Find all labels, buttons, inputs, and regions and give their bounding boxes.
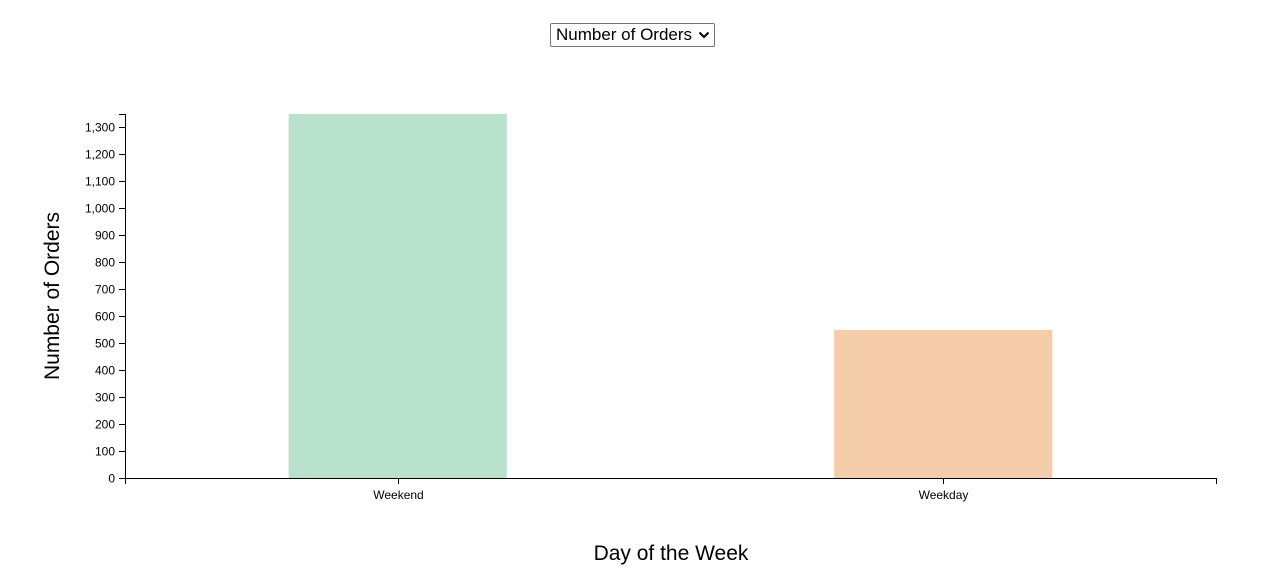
bar-weekday: [834, 330, 1053, 478]
x-tick-label: Weekday: [919, 488, 969, 502]
bars-group: [288, 114, 1053, 478]
y-tick-label: 1,300: [85, 121, 115, 135]
chevron-down-icon: [698, 31, 710, 39]
y-tick-label: 900: [95, 229, 115, 243]
bar-weekend: [288, 114, 507, 478]
y-tick-label: 600: [95, 310, 115, 324]
y-axis-line: [119, 114, 126, 479]
y-tick-label: 300: [95, 391, 115, 405]
x-tick-label: Weekend: [373, 488, 423, 502]
y-tick-label: 800: [95, 256, 115, 270]
y-tick-label: 1,100: [85, 175, 115, 189]
y-tick-label: 100: [95, 445, 115, 459]
y-tick-label: 700: [95, 283, 115, 297]
x-axis-title: Day of the Week: [594, 542, 749, 565]
metric-select-value: Number of Orders: [556, 25, 693, 44]
y-axis: 0 100 200 300 400 500 600 700 800 900 1,000 1,100 1,…: [85, 114, 126, 486]
x-axis: Weekend Weekday: [125, 478, 1217, 502]
metric-select[interactable]: Number of Orders: [550, 23, 716, 47]
y-tick-label: 400: [95, 364, 115, 378]
x-axis-line: [125, 478, 1217, 484]
y-tick-label: 1,000: [85, 202, 115, 216]
y-tick-label: 0: [108, 472, 115, 486]
y-tick-label: 200: [95, 418, 115, 432]
y-axis-title: Number of Orders: [41, 212, 64, 380]
y-tick-label: 1,200: [85, 148, 115, 162]
y-tick-label: 500: [95, 337, 115, 351]
